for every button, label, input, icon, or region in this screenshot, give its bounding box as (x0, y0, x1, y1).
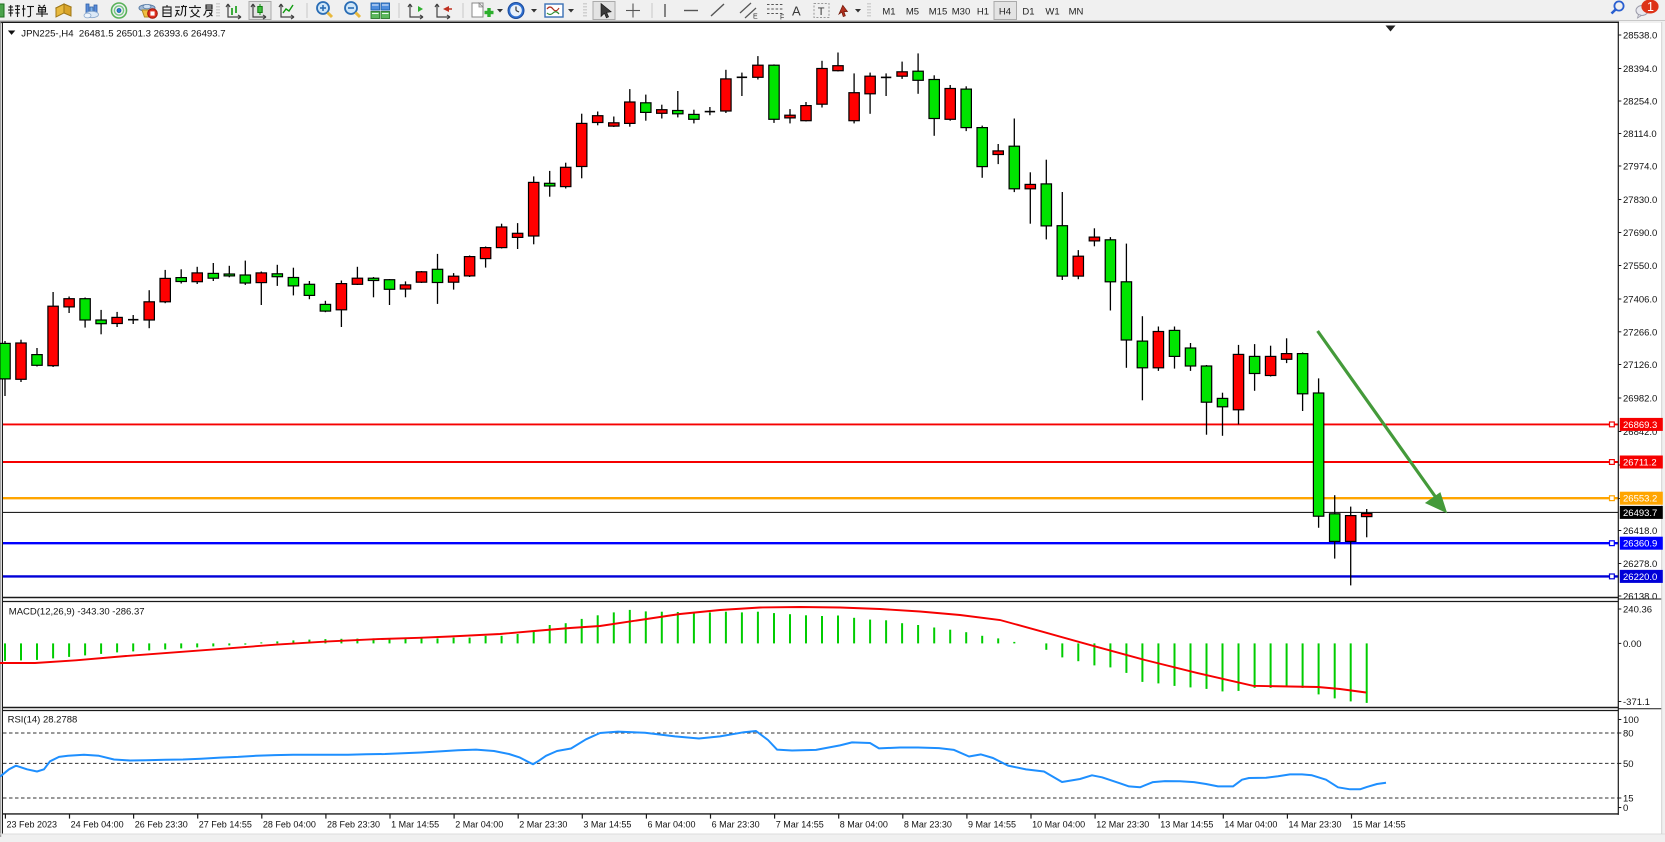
svg-text:RSI(14) 28.2788: RSI(14) 28.2788 (8, 715, 78, 726)
svg-text:T: T (818, 6, 825, 18)
svg-text:M5: M5 (906, 7, 919, 18)
svg-text:26869.3: 26869.3 (1623, 420, 1657, 431)
svg-text:28394.0: 28394.0 (1623, 64, 1657, 75)
svg-text:14 Mar 23:30: 14 Mar 23:30 (1289, 819, 1342, 829)
svg-text:80: 80 (1623, 729, 1634, 740)
svg-text:26278.0: 26278.0 (1623, 559, 1657, 570)
svg-text:6 Mar 23:30: 6 Mar 23:30 (712, 819, 760, 829)
svg-text:27830.0: 27830.0 (1623, 195, 1657, 206)
svg-text:27406.0: 27406.0 (1623, 295, 1657, 306)
svg-text:1: 1 (1647, 0, 1654, 14)
svg-text:26493.7: 26493.7 (1623, 508, 1657, 519)
svg-text:D1: D1 (1022, 7, 1034, 18)
svg-text:26 Feb 23:30: 26 Feb 23:30 (135, 819, 188, 829)
svg-text:12 Mar 23:30: 12 Mar 23:30 (1096, 819, 1149, 829)
svg-text:240.36: 240.36 (1623, 605, 1652, 616)
svg-text:28254.0: 28254.0 (1623, 97, 1657, 108)
svg-text:W1: W1 (1045, 7, 1059, 18)
svg-text:23 Feb 2023: 23 Feb 2023 (7, 819, 58, 829)
svg-text:M30: M30 (952, 7, 970, 18)
svg-text:A: A (792, 4, 801, 19)
svg-text:27 Feb 14:55: 27 Feb 14:55 (199, 819, 252, 829)
svg-text:MN: MN (1069, 7, 1084, 18)
svg-text:15: 15 (1623, 794, 1634, 805)
svg-text:26360.9: 26360.9 (1623, 539, 1657, 550)
svg-text:100: 100 (1623, 715, 1639, 726)
svg-text:26842.0: 26842.0 (1623, 427, 1657, 438)
svg-text:2 Mar 04:00: 2 Mar 04:00 (455, 819, 503, 829)
svg-text:E: E (753, 14, 758, 21)
svg-text:26138.0: 26138.0 (1623, 592, 1657, 603)
svg-text:14 Mar 04:00: 14 Mar 04:00 (1224, 819, 1277, 829)
svg-text:24 Feb 04:00: 24 Feb 04:00 (71, 819, 124, 829)
svg-text:26553.2: 26553.2 (1623, 494, 1657, 505)
svg-text:28 Feb 23:30: 28 Feb 23:30 (327, 819, 380, 829)
svg-text:M15: M15 (929, 7, 947, 18)
svg-text:26711.2: 26711.2 (1623, 458, 1657, 469)
svg-text:F: F (780, 15, 784, 22)
svg-text:26220.0: 26220.0 (1623, 572, 1657, 583)
svg-text:27550.0: 27550.0 (1623, 261, 1657, 272)
svg-text:27974.0: 27974.0 (1623, 162, 1657, 173)
svg-text:26982.0: 26982.0 (1623, 394, 1657, 405)
svg-text:7 Mar 14:55: 7 Mar 14:55 (776, 819, 824, 829)
svg-text:10 Mar 04:00: 10 Mar 04:00 (1032, 819, 1085, 829)
svg-text:8 Mar 23:30: 8 Mar 23:30 (904, 819, 952, 829)
svg-text:2 Mar 23:30: 2 Mar 23:30 (519, 819, 567, 829)
svg-text:0.00: 0.00 (1623, 639, 1642, 650)
svg-text:26418.0: 26418.0 (1623, 526, 1657, 537)
svg-text:27126.0: 27126.0 (1623, 360, 1657, 371)
svg-text:MACD(12,26,9) -343.30 -286.37: MACD(12,26,9) -343.30 -286.37 (9, 607, 145, 618)
svg-text:H4: H4 (999, 7, 1011, 18)
svg-text:13 Mar 14:55: 13 Mar 14:55 (1160, 819, 1213, 829)
svg-text:9 Mar 14:55: 9 Mar 14:55 (968, 819, 1016, 829)
svg-text:50: 50 (1623, 759, 1634, 770)
svg-text:1 Mar 14:55: 1 Mar 14:55 (391, 819, 439, 829)
svg-text:M1: M1 (882, 7, 895, 18)
svg-text:0: 0 (1623, 803, 1628, 814)
svg-text:JPN225-,H4 26481.5 26501.3 26: JPN225-,H4 26481.5 26501.3 26393.6 26493… (21, 29, 225, 40)
svg-text:28538.0: 28538.0 (1623, 31, 1657, 42)
svg-text:8 Mar 04:00: 8 Mar 04:00 (840, 819, 888, 829)
svg-text:27266.0: 27266.0 (1623, 327, 1657, 338)
svg-text:H1: H1 (977, 7, 989, 18)
svg-text:-371.1: -371.1 (1623, 697, 1650, 708)
svg-text:15 Mar 14:55: 15 Mar 14:55 (1353, 819, 1406, 829)
svg-text:3 Mar 14:55: 3 Mar 14:55 (583, 819, 631, 829)
svg-text:28114.0: 28114.0 (1623, 129, 1657, 140)
svg-text:28 Feb 04:00: 28 Feb 04:00 (263, 819, 316, 829)
svg-text:6 Mar 04:00: 6 Mar 04:00 (648, 819, 696, 829)
svg-text:27690.0: 27690.0 (1623, 228, 1657, 239)
